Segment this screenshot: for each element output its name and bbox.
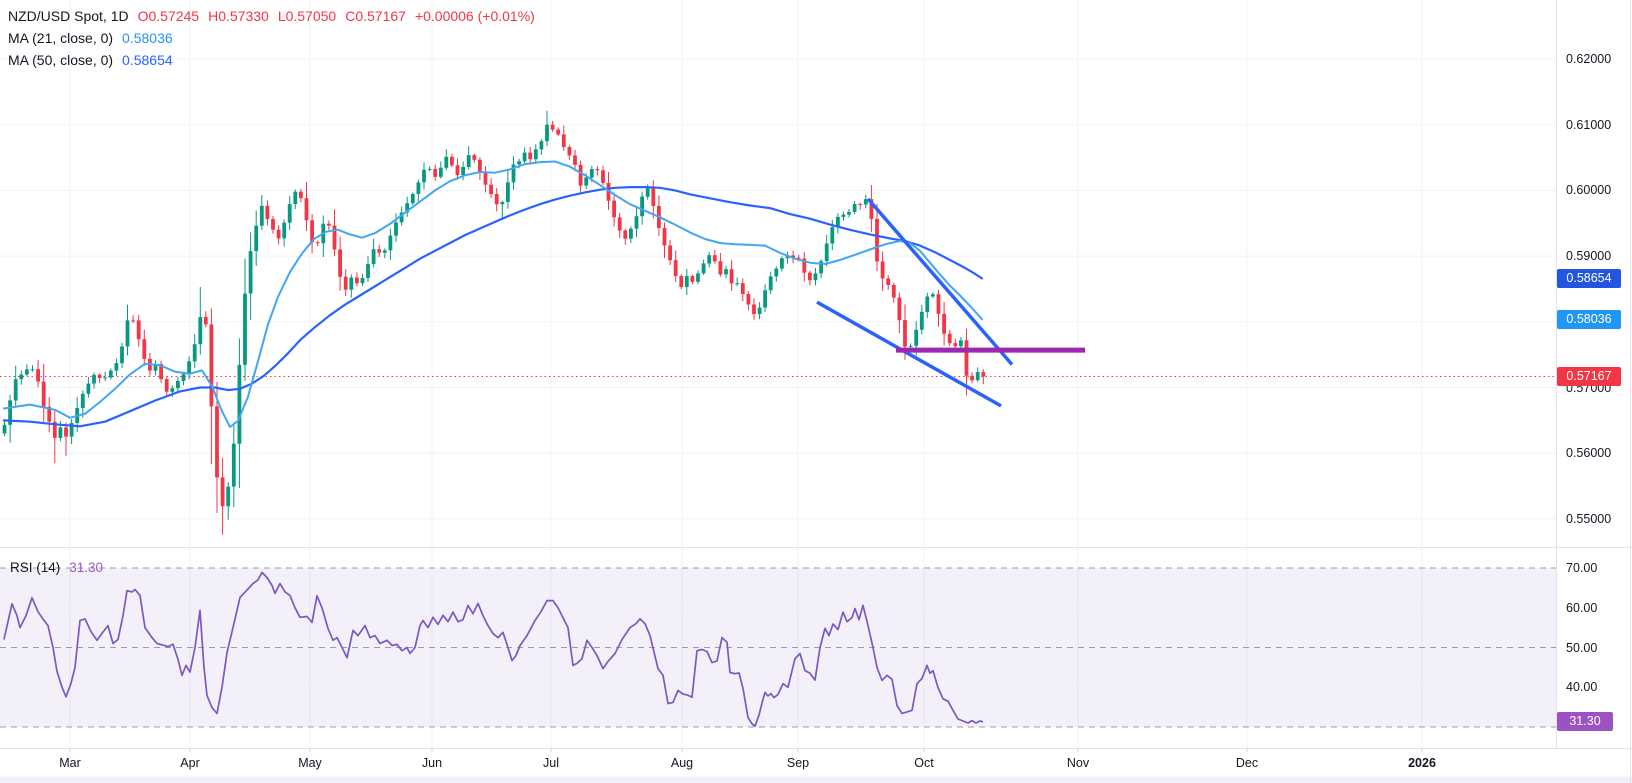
ma50-label: MA (50, close, 0) xyxy=(8,52,114,68)
rsi-line xyxy=(3,571,984,728)
rsi-tick-70.00: 70.00 xyxy=(1566,561,1598,575)
ma21-legend-row[interactable]: MA (21, close, 0) 0.58036 xyxy=(8,27,544,49)
time-label-Aug: Aug xyxy=(670,756,694,770)
symbol-legend-row[interactable]: NZD/USD Spot, 1D O0.57245 H0.57330 L0.57050… xyxy=(8,5,544,27)
trendline-lower[interactable] xyxy=(816,300,1002,408)
time-label-May: May xyxy=(298,756,322,770)
candlestick-series xyxy=(2,110,986,535)
time-label-Mar: Mar xyxy=(59,756,81,770)
rsi-value-badge: 31.30 xyxy=(1557,711,1613,731)
ma50-price-badge: 0.58654 xyxy=(1557,269,1621,289)
rsi-tick-50.00: 50.00 xyxy=(1566,640,1598,655)
ma50-line xyxy=(2,186,984,428)
time-label-2026: 2026 xyxy=(1408,756,1436,770)
time-label-Nov: Nov xyxy=(1066,756,1090,770)
time-label-Sep: Sep xyxy=(786,756,810,770)
rsi-tick-40.00: 40.00 xyxy=(1566,680,1598,695)
time-axis[interactable] xyxy=(0,748,1556,777)
rsi-label: RSI (14) xyxy=(10,560,61,575)
time-label-Jul: Jul xyxy=(543,756,559,770)
trendline-upper[interactable] xyxy=(866,197,1014,366)
ma21-value: 0.58036 xyxy=(122,30,173,46)
low-value: L0.57050 xyxy=(277,8,337,24)
time-label-Oct: Oct xyxy=(914,756,934,770)
open-value: O0.57245 xyxy=(137,8,200,24)
time-label-Apr: Apr xyxy=(180,756,200,770)
symbol-title[interactable]: NZD/USD Spot, 1D xyxy=(8,8,129,24)
price-tick-0.59000: 0.59000 xyxy=(1566,249,1612,264)
ma21-label: MA (21, close, 0) xyxy=(8,30,114,46)
change-value: +0.00006 (+0.01%) xyxy=(414,8,535,24)
legend-panel: NZD/USD Spot, 1D O0.57245 H0.57330 L0.57050… xyxy=(8,5,544,71)
ma50-value: 0.58654 xyxy=(122,52,173,68)
high-value: H0.57330 xyxy=(208,8,269,24)
price-tick-0.60000: 0.60000 xyxy=(1566,183,1612,198)
rsi-legend-row[interactable]: RSI (14) 31.30 xyxy=(10,559,112,577)
ma21-line xyxy=(3,160,983,428)
last-price-badge: 0.57167 xyxy=(1557,367,1621,387)
price-tick-0.56000: 0.56000 xyxy=(1566,446,1612,461)
ma21-price-badge: 0.58036 xyxy=(1557,309,1621,329)
price-tick-0.55000: 0.55000 xyxy=(1566,511,1612,526)
price-tick-0.61000: 0.61000 xyxy=(1566,117,1612,132)
price-tick-0.62000: 0.62000 xyxy=(1566,52,1612,66)
ma50-legend-row[interactable]: MA (50, close, 0) 0.58654 xyxy=(8,49,544,71)
rsi-value: 31.30 xyxy=(69,560,104,575)
rsi-tick-60.00: 60.00 xyxy=(1566,600,1598,615)
time-label-Dec: Dec xyxy=(1235,756,1259,770)
close-value: C0.57167 xyxy=(345,8,406,24)
time-label-Jun: Jun xyxy=(421,756,443,770)
